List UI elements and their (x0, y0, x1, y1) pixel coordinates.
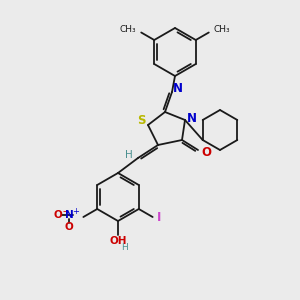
Text: O: O (201, 146, 211, 160)
Text: O: O (54, 210, 63, 220)
Text: N: N (187, 112, 197, 125)
Text: OH: OH (109, 236, 127, 246)
Text: CH₃: CH₃ (120, 25, 136, 34)
Text: O: O (65, 222, 74, 232)
Text: -: - (63, 206, 66, 216)
Text: H: H (125, 150, 133, 160)
Text: +: + (72, 206, 79, 215)
Text: CH₃: CH₃ (214, 25, 230, 34)
Text: N: N (65, 210, 74, 220)
Text: I: I (157, 211, 161, 224)
Text: N: N (173, 82, 183, 94)
Text: S: S (137, 115, 145, 128)
Text: H: H (122, 244, 128, 253)
